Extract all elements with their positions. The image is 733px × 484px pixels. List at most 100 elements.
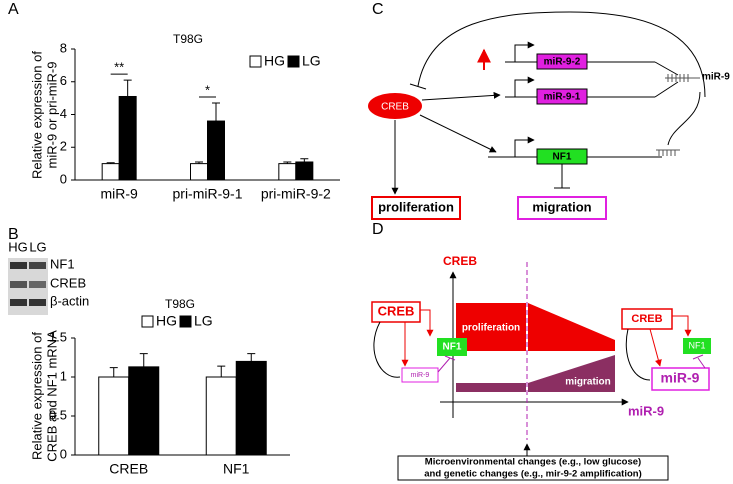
error-bar: [195, 161, 203, 164]
migration-area: [528, 355, 615, 392]
chart-title: T98G: [173, 32, 203, 46]
hairpin: [665, 74, 700, 82]
note-text: Microenvironmental changes (e.g., low gl…: [425, 457, 641, 468]
node-label: NF1: [443, 342, 462, 353]
product-line: [654, 81, 679, 98]
error-bar: [212, 102, 220, 122]
y-tick-label: 0: [60, 446, 67, 461]
bar: [207, 120, 225, 181]
x-tick-label: CREB: [109, 461, 148, 477]
y-axis-label: Relative expression of: [29, 332, 44, 460]
axis-label: CREB: [443, 254, 477, 268]
inhibit-line: [692, 354, 706, 369]
band-label: CREB: [50, 275, 86, 290]
y-axis-label: CREB and NF1 mRNA: [44, 330, 59, 462]
legend-swatch: [179, 315, 192, 328]
activate-arrow: [419, 114, 497, 153]
arrow: [672, 315, 692, 337]
bar: [101, 163, 120, 181]
error-bar: [217, 365, 226, 377]
node-box: [651, 367, 710, 391]
y-tick-label: 6: [60, 73, 67, 88]
diagram-d: D CREB miR-9 proliferation migration Mic…: [371, 221, 711, 481]
error-bar: [109, 367, 118, 377]
legend-swatch: [141, 315, 154, 328]
x-tick-label: miR-9: [100, 186, 138, 202]
product-line: [654, 61, 679, 76]
legend-swatch: [287, 55, 300, 68]
band: [10, 262, 27, 269]
panel-label: D: [372, 221, 384, 238]
band-label: NF1: [50, 256, 75, 271]
bar: [235, 360, 267, 456]
mirna-label: miR-9: [702, 72, 730, 83]
bar: [295, 161, 314, 181]
error-bar: [123, 79, 132, 97]
legend-swatch: [249, 55, 262, 68]
bar: [278, 163, 297, 181]
inhibit-line: [437, 355, 456, 373]
x-tick-label: pri-miR-9-2: [261, 186, 331, 202]
promoter: [514, 41, 535, 62]
inhibit-curve: [625, 328, 651, 381]
outcome-box: [371, 196, 461, 220]
note-text: and genetic changes (e.g., mir-9-2 ampli…: [424, 469, 642, 480]
band: [29, 299, 46, 306]
y-axis-label: miR-9 or pri-miR-9: [44, 62, 59, 169]
y-tick-label: 1.5: [49, 329, 67, 344]
node-label: miR-9: [411, 372, 430, 379]
error-bar: [139, 353, 148, 367]
y-tick-label: 2: [60, 139, 67, 154]
gene-label: NF1: [553, 152, 572, 163]
arrow: [420, 309, 434, 337]
band-label: β-actin: [50, 293, 89, 308]
node-box: [401, 367, 439, 383]
legend-label: HG: [156, 313, 177, 329]
y-tick-label: 4: [60, 106, 67, 121]
feedback-arc: [417, 11, 706, 98]
outcome-label: proliferation: [378, 199, 454, 214]
lane-label: HG: [8, 239, 28, 254]
promoter: [514, 136, 535, 157]
migration-area: [456, 383, 526, 392]
y-axis-label: Relative expression of: [29, 51, 44, 179]
note-box: [397, 455, 669, 481]
bar: [190, 163, 208, 181]
node-box: [371, 301, 421, 323]
promoter: [514, 76, 535, 97]
creb-node: [368, 93, 422, 119]
outcome-box: [517, 196, 607, 220]
target-site: [656, 149, 680, 156]
error-bar: [283, 161, 292, 164]
legend-label: HG: [264, 53, 285, 69]
panel-label: B: [8, 226, 19, 243]
node-box: [437, 338, 467, 356]
band: [10, 281, 27, 288]
legend-label: LG: [302, 53, 321, 69]
x-tick-label: NF1: [223, 461, 250, 477]
lane-label: LG: [29, 239, 46, 254]
gene-box: [536, 88, 588, 105]
panel-label: C: [372, 1, 384, 18]
significance-label: *: [205, 82, 210, 97]
diagram-c: C CREB miR-9-2 miR-9-1 miR-9 NF1 prolife…: [368, 1, 730, 220]
x-tick-label: pri-miR-9-1: [173, 186, 243, 202]
significance-label: **: [114, 60, 124, 75]
activate-arrow: [421, 91, 501, 101]
outcome-label: migration: [532, 199, 591, 214]
axis-label: miR-9: [628, 403, 664, 418]
error-bar: [300, 158, 309, 162]
node-label: CREB: [378, 303, 415, 318]
node-label: CREB: [381, 102, 409, 113]
proliferation-area: [456, 303, 526, 351]
gene-label: miR-9-2: [544, 57, 581, 68]
panel-label: A: [8, 1, 19, 18]
band: [29, 281, 46, 288]
y-tick-label: 0: [60, 171, 67, 186]
inhibit-curve: [373, 321, 401, 378]
bar: [205, 376, 237, 456]
inhibit-curve: [667, 91, 701, 146]
gene-label: miR-9-1: [544, 92, 581, 103]
band: [10, 299, 27, 306]
